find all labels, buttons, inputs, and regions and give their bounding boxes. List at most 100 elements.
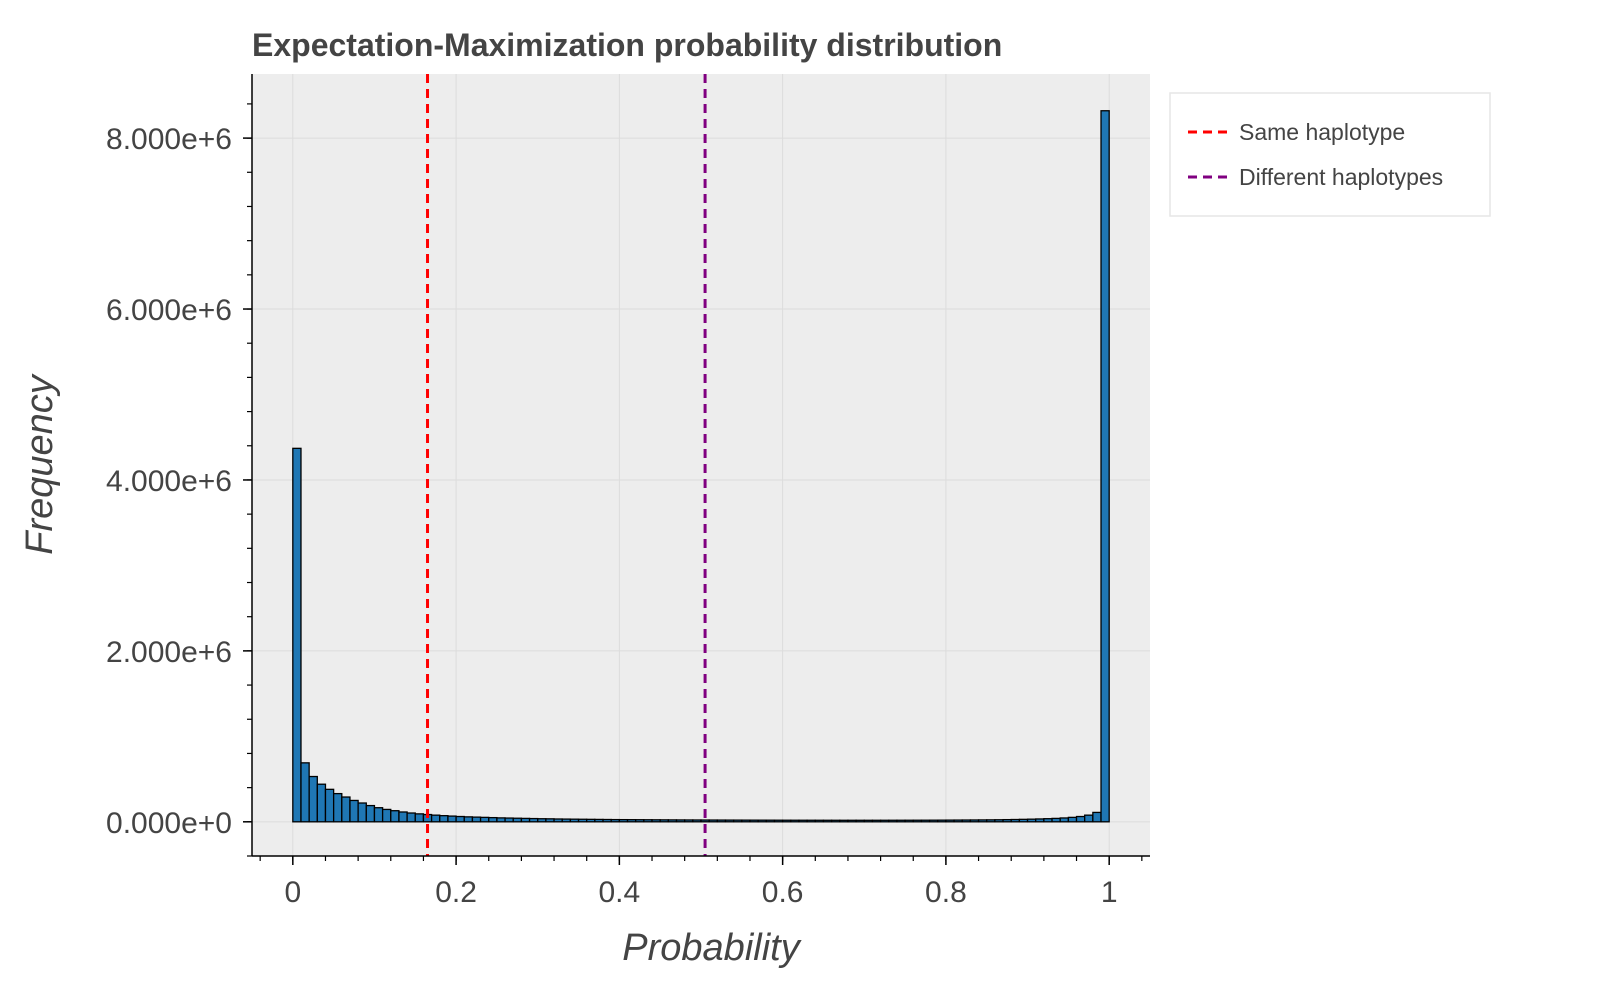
histogram-bar — [986, 819, 996, 823]
y-tick-label: 0.000e+0 — [106, 807, 232, 840]
legend-box — [1169, 92, 1491, 217]
histogram-bar — [504, 817, 514, 823]
histogram-bar — [300, 762, 310, 823]
histogram-bar — [912, 819, 923, 823]
histogram-bar — [1043, 818, 1053, 823]
histogram-bar — [806, 819, 816, 823]
histogram-bar — [1018, 818, 1029, 823]
histogram-bar — [332, 792, 343, 823]
x-tick-label: 0.2 — [435, 876, 477, 909]
histogram-bar — [569, 818, 580, 823]
histogram-bar — [430, 814, 441, 823]
histogram-bar — [830, 819, 841, 823]
y-axis-ticks: 0.000e+0 2.000e+6 4.000e+6 6.000e+6 8.000e+6 — [106, 103, 252, 857]
histogram-bar — [561, 818, 572, 823]
histogram-bar — [455, 815, 465, 823]
histogram-bar — [684, 819, 694, 823]
histogram-bar — [553, 818, 563, 823]
histogram-bar — [888, 819, 898, 823]
histogram-bar — [398, 811, 408, 823]
histogram-bar — [798, 819, 808, 823]
histogram-bar — [324, 788, 335, 823]
histogram-bar — [741, 819, 751, 823]
histogram-bar — [839, 819, 849, 823]
histogram-bar — [381, 808, 392, 823]
histogram-bar — [1010, 818, 1021, 823]
x-axis-label: Probability — [622, 927, 801, 969]
histogram-bar — [675, 819, 686, 823]
histogram-bar — [439, 815, 449, 823]
histogram-bar — [1035, 818, 1045, 823]
histogram-bar — [994, 819, 1004, 823]
histogram-bar — [357, 802, 367, 823]
histogram-bar — [945, 819, 955, 823]
histogram-bar — [871, 819, 882, 823]
histogram-bar — [904, 819, 914, 823]
histogram-bar — [308, 775, 318, 823]
histogram-bar — [724, 819, 735, 823]
histogram-bar — [847, 819, 857, 823]
histogram-bar — [969, 819, 980, 823]
histogram-bar — [586, 818, 596, 823]
x-tick-label: 0.4 — [599, 876, 641, 909]
histogram-bar — [626, 819, 637, 823]
histogram-bar — [341, 796, 351, 823]
histogram-bar — [520, 817, 531, 823]
histogram-bar — [406, 812, 416, 823]
y-tick-label: 4.000e+6 — [106, 465, 232, 498]
histogram-bar — [765, 819, 776, 823]
histogram-bar — [488, 816, 498, 823]
histogram-bar — [1084, 814, 1094, 823]
histogram-bar — [937, 819, 947, 823]
histogram-bar — [594, 818, 604, 823]
chart-title: Expectation-Maximization probability dis… — [252, 27, 1002, 63]
histogram-bar — [863, 819, 874, 823]
legend-label: Same haplotype — [1239, 119, 1405, 145]
histogram-bar — [602, 818, 612, 823]
y-tick-label: 2.000e+6 — [106, 636, 232, 669]
histogram-bar — [512, 817, 523, 823]
x-tick-label: 0.6 — [762, 876, 804, 909]
x-tick-label: 1 — [1101, 876, 1118, 909]
histogram-bar — [390, 810, 400, 823]
histogram-bar — [700, 819, 710, 823]
y-tick-label: 8.000e+6 — [106, 123, 232, 156]
histogram-bar — [447, 815, 457, 823]
histogram-bars — [292, 110, 1110, 823]
histogram-bar — [537, 818, 547, 823]
reference-lines — [426, 74, 707, 856]
histogram-bar — [814, 819, 825, 823]
axes — [251, 74, 1150, 857]
histogram-bar — [896, 819, 906, 823]
histogram-bar — [659, 819, 669, 823]
histogram-bar — [1059, 817, 1070, 823]
histogram-bar — [790, 819, 800, 823]
y-tick-label: 6.000e+6 — [106, 294, 232, 327]
histogram-bar — [1067, 816, 1078, 823]
plot-area — [252, 74, 1150, 856]
legend-label: Different haplotypes — [1239, 164, 1443, 190]
histogram-bar — [1092, 811, 1102, 823]
histogram-bar — [1026, 818, 1037, 823]
legend: Same haplotype Different haplotypes — [1169, 92, 1491, 217]
histogram-bar — [953, 819, 963, 823]
histogram-bar — [855, 819, 865, 823]
y-axis-label: Frequency — [19, 373, 61, 555]
histogram-bar — [716, 819, 727, 823]
histogram-bar — [749, 819, 759, 823]
histogram-bar — [773, 819, 784, 823]
histogram-bar — [618, 818, 629, 823]
histogram-bar — [496, 817, 506, 823]
histogram-bar — [920, 819, 931, 823]
histogram-bar — [1002, 818, 1012, 823]
histogram-bar — [708, 819, 718, 823]
histogram-bar — [349, 799, 359, 823]
histogram-bar — [879, 819, 890, 823]
histogram-bar — [463, 816, 474, 823]
histogram-bar — [316, 783, 327, 823]
legend-items: Same haplotype Different haplotypes — [1188, 119, 1443, 190]
histogram-bar — [692, 819, 702, 823]
histogram-bar — [651, 819, 661, 823]
histogram-bar — [822, 819, 833, 823]
